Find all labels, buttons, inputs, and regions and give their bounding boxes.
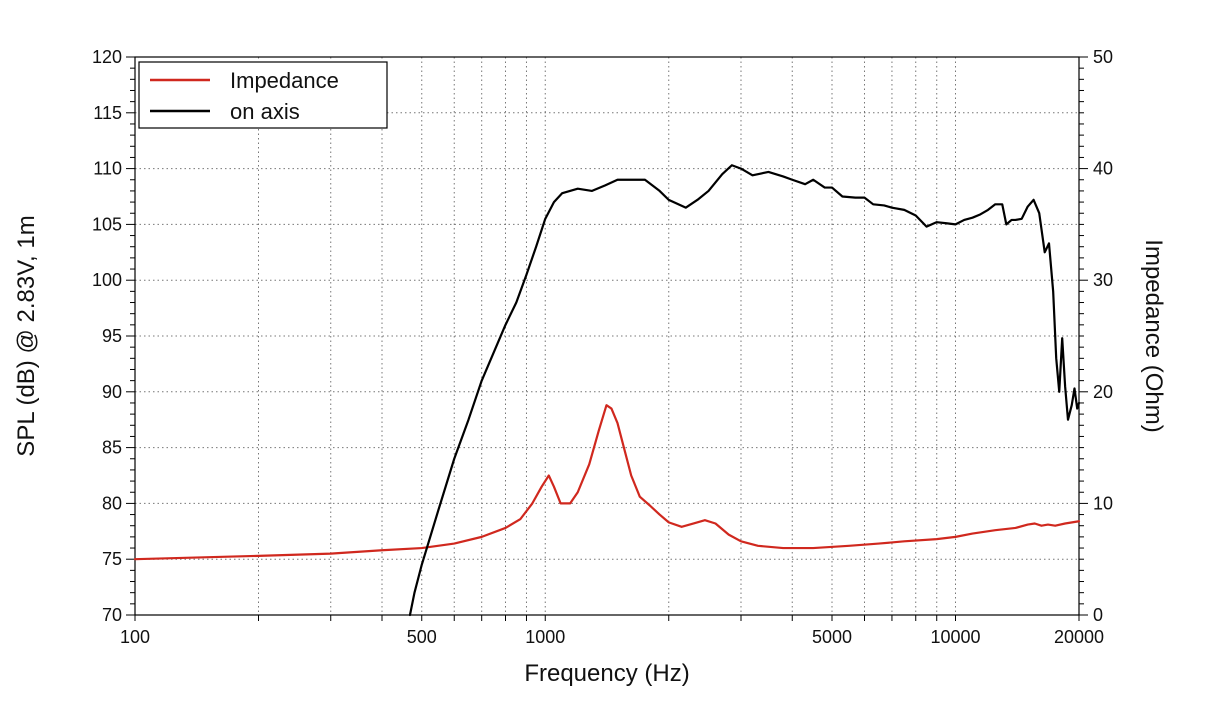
legend-label-on-axis: on axis — [230, 99, 300, 124]
y-left-tick-label: 80 — [102, 493, 122, 513]
grid-lines — [135, 57, 1079, 615]
series-lines — [133, 164, 1081, 617]
x-tick-label: 500 — [407, 627, 437, 647]
y-left-tick-label: 90 — [102, 382, 122, 402]
x-tick-label: 100 — [120, 627, 150, 647]
y-right-tick-label: 0 — [1093, 605, 1103, 625]
legend-label-impedance: Impedance — [230, 68, 339, 93]
x-axis-title: Frequency (Hz) — [524, 660, 689, 687]
x-tick-label: 20000 — [1054, 627, 1104, 647]
x-tick-label: 1000 — [525, 627, 565, 647]
x-tick-label: 10000 — [930, 627, 980, 647]
y-left-tick-label: 120 — [92, 47, 122, 67]
y-left-tick-label: 115 — [93, 103, 122, 123]
y-left-tick-label: 105 — [92, 214, 122, 234]
y-left-tick-label: 110 — [93, 159, 122, 179]
y-left-tick-label: 95 — [102, 326, 122, 346]
legend: Impedance on axis — [138, 61, 388, 129]
tick-labels: 100 500 1000 5000 10000 200007075808590951001… — [92, 47, 1113, 647]
y-right-tick-label: 40 — [1093, 159, 1113, 179]
y-right-tick-label: 30 — [1093, 270, 1113, 290]
y-left-tick-label: 75 — [102, 549, 122, 569]
y-left-axis-title: SPL (dB) @ 2.83V, 1m — [13, 215, 40, 456]
y-left-tick-label: 70 — [102, 605, 122, 625]
y-right-axis-title: Impedance (Ohm) — [1140, 239, 1167, 432]
legend-box — [138, 61, 388, 129]
tick-marks — [126, 56, 1088, 621]
series-line-on-axis — [408, 164, 1081, 617]
y-left-tick-label: 100 — [92, 270, 122, 290]
x-tick-label: 5000 — [812, 627, 852, 647]
y-right-tick-label: 50 — [1093, 47, 1113, 67]
y-right-tick-label: 10 — [1093, 493, 1113, 513]
series-line-impedance — [133, 404, 1081, 561]
y-left-tick-label: 85 — [102, 438, 122, 458]
y-right-tick-label: 20 — [1093, 382, 1113, 402]
